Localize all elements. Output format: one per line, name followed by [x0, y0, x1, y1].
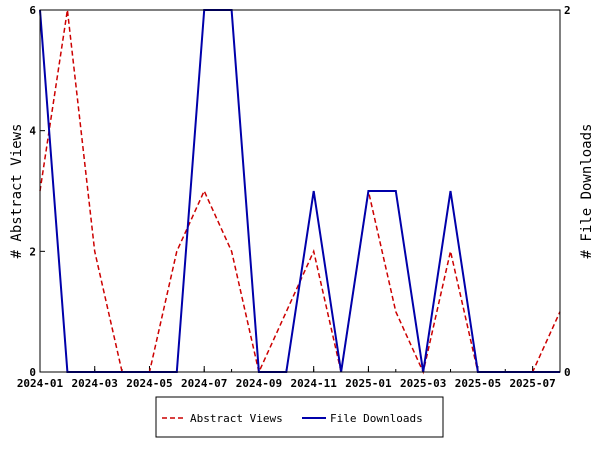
y-left-tick-label: 4 — [29, 125, 36, 138]
y-right-axis-title: # File Downloads — [579, 124, 595, 259]
plot-frame — [39, 9, 561, 373]
legend-label: Abstract Views — [190, 412, 283, 425]
x-tick-label: 2024-07 — [181, 377, 227, 390]
file-downloads-line — [39, 9, 560, 373]
y-left-tick-label: 2 — [29, 245, 36, 258]
legend: Abstract Views File Downloads — [155, 396, 444, 438]
x-tick-label: 2025-07 — [509, 377, 555, 390]
y-left-tick-label: 6 — [29, 4, 36, 17]
abstract-views-line — [39, 9, 561, 375]
axes-layer — [39, 9, 561, 373]
y-left-tick-label: 0 — [29, 366, 36, 379]
plot-frame-layer — [39, 9, 561, 373]
labels-layer: 0 2 4 6 0 2 2024-01 2024-03 2024-05 2024-07 2024-0… — [9, 4, 595, 390]
y-right-tick-label: 2 — [564, 4, 571, 17]
x-tick-label: 2025-03 — [400, 377, 446, 390]
x-tick-label: 2024-05 — [126, 377, 172, 390]
x-tick-label: 2024-03 — [72, 377, 118, 390]
x-tick-label: 2025-05 — [455, 377, 501, 390]
x-tick-label: 2024-11 — [291, 377, 338, 390]
x-tick-label: 2024-01 — [17, 377, 64, 390]
x-tick-label: 2024-09 — [236, 377, 282, 390]
y-right-tick-label: 0 — [564, 366, 571, 379]
y-left-axis-title: # Abstract Views — [9, 124, 25, 259]
x-tick-label: 2025-01 — [345, 377, 392, 390]
legend-box — [155, 396, 444, 438]
series-layer — [39, 9, 561, 375]
legend-label: File Downloads — [330, 412, 423, 425]
